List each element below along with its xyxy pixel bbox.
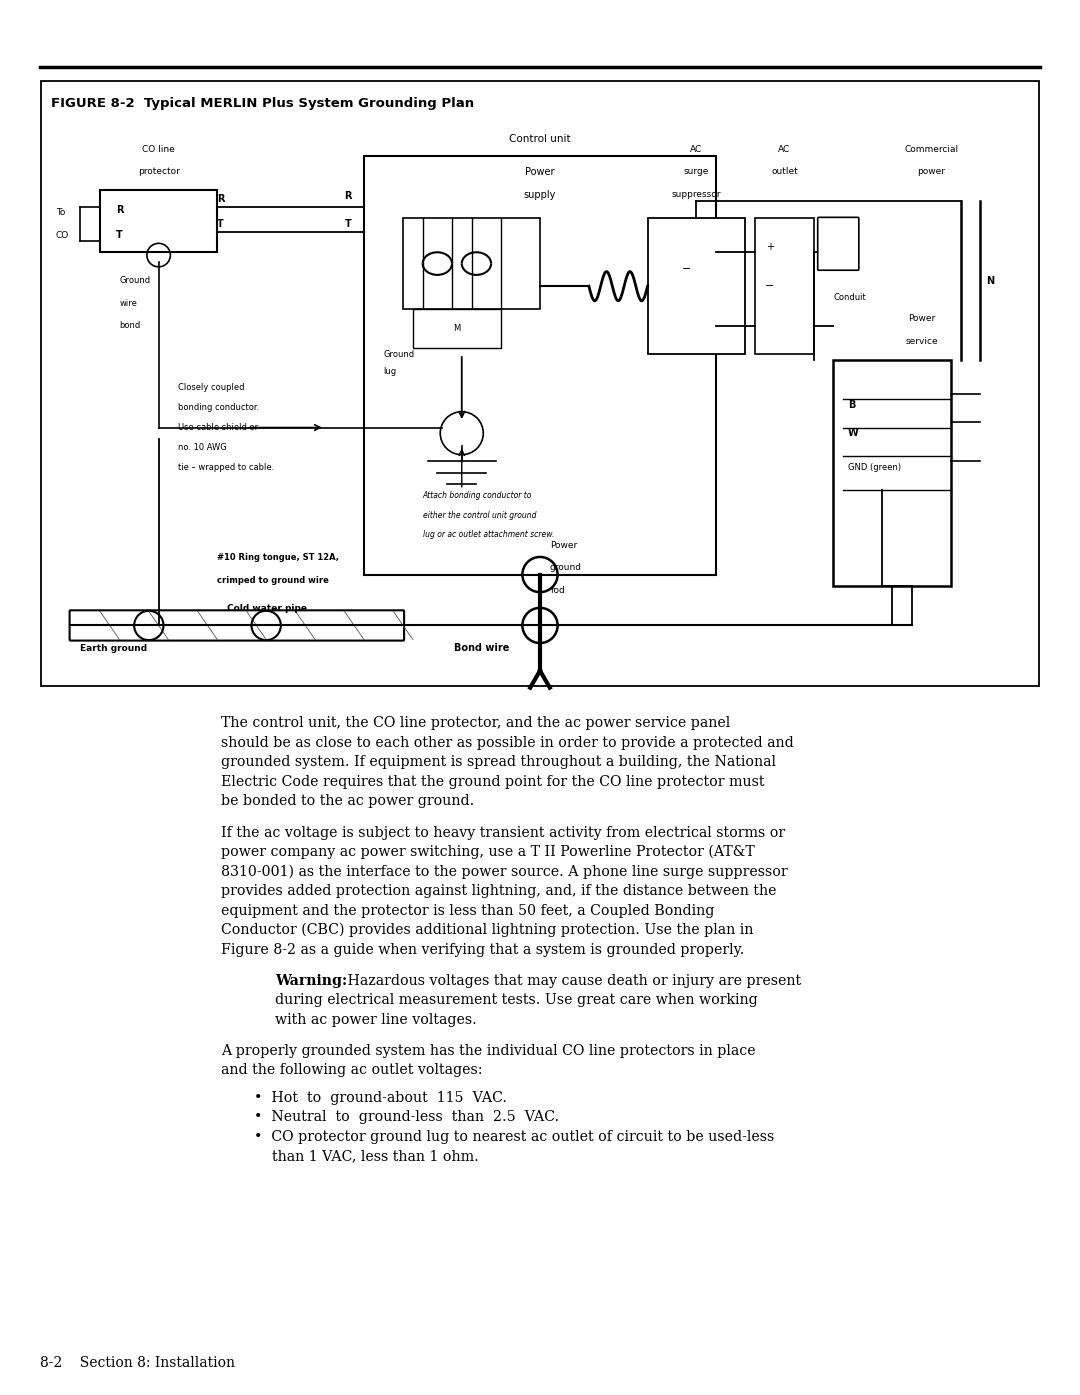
Text: CO line: CO line [143, 145, 175, 153]
Text: Use cable shield or: Use cable shield or [178, 423, 258, 432]
Text: Control unit: Control unit [509, 134, 571, 144]
Text: The control unit, the CO line protector, and the ac power service panel: The control unit, the CO line protector,… [221, 717, 731, 731]
Text: Electric Code requires that the ground point for the CO line protector must: Electric Code requires that the ground p… [221, 774, 765, 788]
Text: If the ac voltage is subject to heavy transient activity from electrical storms : If the ac voltage is subject to heavy tr… [221, 826, 785, 840]
FancyBboxPatch shape [818, 218, 859, 271]
Text: grounded system. If equipment is spread throughout a building, the National: grounded system. If equipment is spread … [221, 755, 777, 769]
Text: Power: Power [908, 314, 935, 324]
Text: Power: Power [525, 167, 555, 177]
Text: Power: Power [550, 541, 577, 550]
Text: outlet: outlet [771, 167, 798, 176]
Text: 8310-001) as the interface to the power source. A phone line surge suppressor: 8310-001) as the interface to the power … [221, 865, 788, 879]
Text: Closely coupled: Closely coupled [178, 384, 245, 392]
Text: ground: ground [550, 564, 582, 572]
Text: Earth ground: Earth ground [80, 643, 148, 653]
Text: bonding conductor.: bonding conductor. [178, 403, 259, 413]
Text: T: T [217, 219, 224, 229]
Text: R: R [116, 205, 123, 215]
Text: GND (green): GND (green) [848, 463, 901, 472]
Text: To: To [56, 208, 65, 218]
Text: power: power [917, 167, 945, 176]
Text: R: R [345, 191, 352, 201]
Text: no. 10 AWG: no. 10 AWG [178, 442, 227, 452]
Text: FIGURE 8-2  Typical MERLIN Plus System Grounding Plan: FIGURE 8-2 Typical MERLIN Plus System Gr… [51, 96, 474, 110]
Text: rod: rod [550, 586, 565, 594]
Text: N: N [986, 276, 994, 286]
Bar [755, 219, 814, 354]
Bar [834, 360, 950, 586]
Text: and the following ac outlet voltages:: and the following ac outlet voltages: [221, 1063, 483, 1077]
Text: Conductor (CBC) provides additional lightning protection. Use the plan in: Conductor (CBC) provides additional ligh… [221, 923, 754, 937]
Text: −: − [681, 264, 691, 275]
Text: protector: protector [137, 167, 179, 176]
Text: −: − [765, 282, 774, 292]
Text: AC: AC [690, 145, 703, 153]
Bar [100, 190, 217, 252]
Text: bond: bond [120, 321, 140, 331]
Text: Commercial: Commercial [904, 145, 958, 153]
Text: service: service [905, 338, 937, 346]
Bar [413, 308, 501, 349]
Text: •  Hot  to  ground-about  115  VAC.: • Hot to ground-about 115 VAC. [254, 1091, 507, 1105]
Text: lug or ac outlet attachment screw.: lug or ac outlet attachment screw. [422, 530, 554, 540]
Text: with ac power line voltages.: with ac power line voltages. [275, 1013, 477, 1027]
Bar [364, 156, 716, 575]
Text: provides added protection against lightning, and, if the distance between the: provides added protection against lightn… [221, 884, 777, 898]
Text: B: B [848, 400, 855, 410]
FancyBboxPatch shape [69, 611, 404, 640]
Text: wire: wire [120, 299, 137, 308]
Text: Ground: Ground [383, 350, 415, 359]
Text: Bond wire: Bond wire [454, 643, 509, 653]
Text: crimped to ground wire: crimped to ground wire [217, 576, 329, 585]
Text: •  CO protector ground lug to nearest ac outlet of circuit to be used-less: • CO protector ground lug to nearest ac … [254, 1130, 774, 1144]
Text: R: R [217, 194, 225, 204]
Text: than 1 VAC, less than 1 ohm.: than 1 VAC, less than 1 ohm. [272, 1149, 478, 1163]
Text: #10 Ring tongue, ST 12A,: #10 Ring tongue, ST 12A, [217, 552, 339, 562]
Text: Hazardous voltages that may cause death or injury are present: Hazardous voltages that may cause death … [343, 974, 801, 988]
Bar [648, 219, 745, 354]
Text: +: + [766, 241, 773, 251]
Text: during electrical measurement tests. Use great care when working: during electrical measurement tests. Use… [275, 993, 758, 1007]
Text: W: W [848, 428, 859, 438]
Bar [403, 219, 540, 308]
Bar [41, 81, 1039, 686]
Text: be bonded to the ac power ground.: be bonded to the ac power ground. [221, 794, 474, 808]
Text: CO: CO [56, 230, 69, 240]
Text: Cold water pipe: Cold water pipe [227, 604, 307, 612]
Text: Warning:: Warning: [275, 974, 348, 988]
Text: surge: surge [684, 167, 710, 176]
Text: 8-2    Section 8: Installation: 8-2 Section 8: Installation [40, 1356, 235, 1370]
Text: should be as close to each other as possible in order to provide a protected and: should be as close to each other as poss… [221, 735, 794, 751]
Text: Conduit: Conduit [834, 293, 866, 301]
Text: A properly grounded system has the individual CO line protectors in place: A properly grounded system has the indiv… [221, 1043, 756, 1057]
Text: •  Neutral  to  ground-less  than  2.5  VAC.: • Neutral to ground-less than 2.5 VAC. [254, 1110, 559, 1124]
Text: tie – wrapped to cable.: tie – wrapped to cable. [178, 463, 274, 472]
Text: M: M [454, 324, 460, 333]
Text: supply: supply [524, 190, 556, 199]
Text: Ground: Ground [120, 276, 150, 285]
Text: T: T [117, 230, 123, 240]
Text: Attach bonding conductor to: Attach bonding conductor to [422, 491, 532, 499]
Text: equipment and the protector is less than 50 feet, a Coupled Bonding: equipment and the protector is less than… [221, 904, 715, 918]
Text: power company ac power switching, use a T II Powerline Protector (AT&T: power company ac power switching, use a … [221, 845, 755, 859]
Text: suppressor: suppressor [672, 190, 721, 199]
Text: lug: lug [383, 367, 396, 375]
Text: AC: AC [779, 145, 791, 153]
Text: Figure 8-2 as a guide when verifying that a system is grounded properly.: Figure 8-2 as a guide when verifying tha… [221, 943, 745, 957]
Text: T: T [345, 219, 351, 229]
Text: either the control unit ground: either the control unit ground [422, 511, 536, 520]
